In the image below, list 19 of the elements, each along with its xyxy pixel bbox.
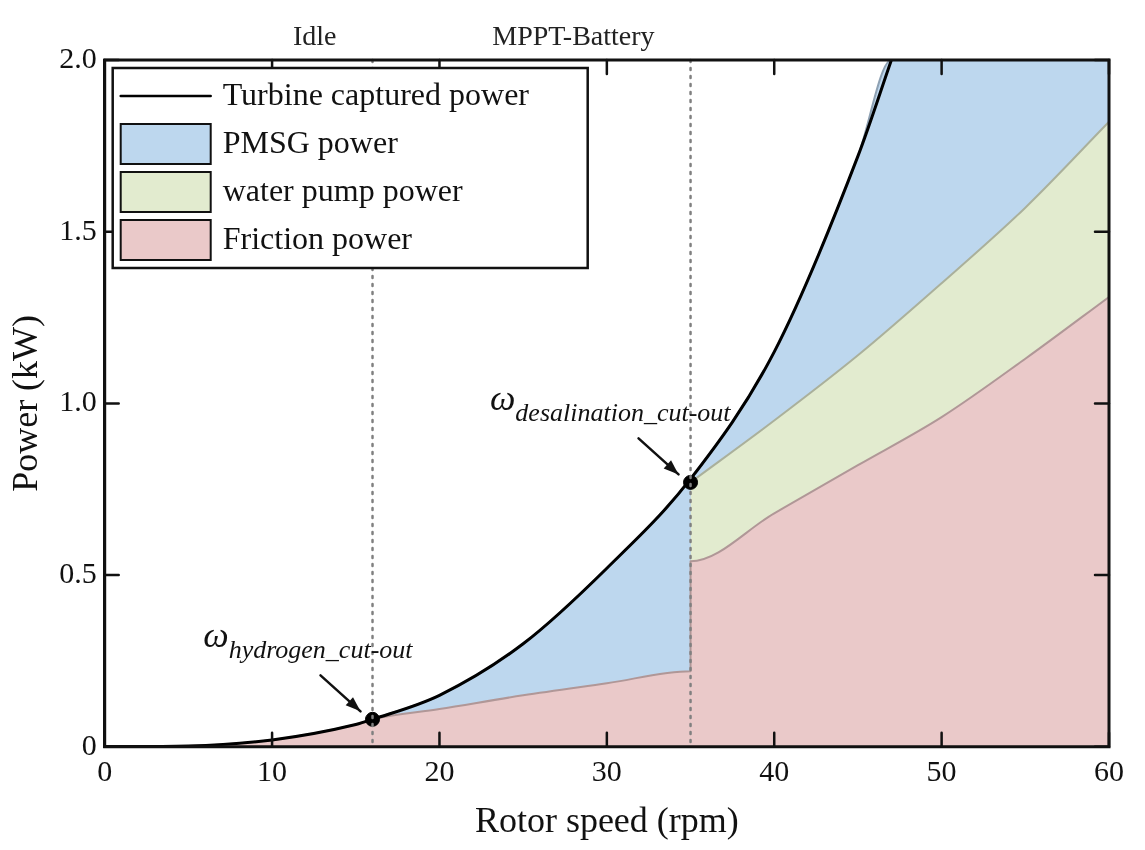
- x-axis-title: Rotor speed (rpm): [474, 799, 739, 840]
- x-tick-label: 60: [1094, 753, 1124, 787]
- legend-label: water pump power: [222, 172, 463, 209]
- y-tick-label: 2.0: [59, 40, 97, 74]
- legend-label: Friction power: [222, 220, 413, 257]
- y-tick-label: 0.5: [59, 555, 97, 589]
- y-tick-label: 1.0: [59, 384, 97, 418]
- ref-line-label: MPPT-Battery: [492, 20, 655, 52]
- x-tick-label: 50: [926, 753, 957, 787]
- legend-label: PMSG power: [222, 124, 399, 161]
- x-tick-label: 10: [257, 753, 288, 787]
- ref-line-label: Idle: [292, 20, 337, 52]
- legend-label: Turbine captured power: [222, 76, 530, 113]
- x-tick-label: 20: [424, 753, 455, 787]
- y-tick-label: 0: [81, 727, 97, 761]
- y-tick-label: 1.5: [59, 212, 97, 246]
- y-axis-title: Power (kW): [5, 314, 46, 492]
- x-tick-label: 40: [759, 753, 790, 787]
- x-tick-label: 30: [591, 753, 622, 787]
